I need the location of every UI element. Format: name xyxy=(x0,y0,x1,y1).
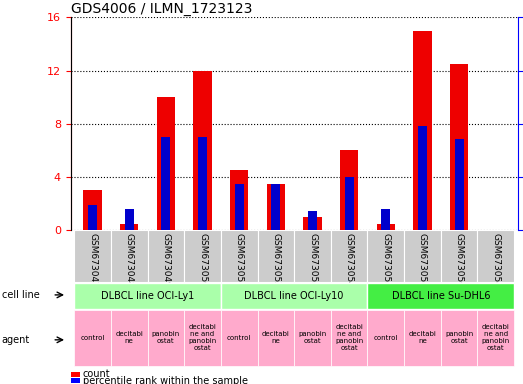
Text: decitabi
ne: decitabi ne xyxy=(262,331,290,344)
Text: GSM673051: GSM673051 xyxy=(235,233,244,288)
Bar xyxy=(294,310,331,366)
Bar xyxy=(413,31,431,230)
Text: panobin
ostat: panobin ostat xyxy=(299,331,327,344)
Bar xyxy=(441,310,477,366)
Bar xyxy=(111,230,147,282)
Bar xyxy=(267,184,285,230)
Text: control: control xyxy=(373,335,398,341)
Text: count: count xyxy=(83,369,110,379)
Text: decitabi
ne: decitabi ne xyxy=(408,331,436,344)
Bar xyxy=(184,230,221,282)
Bar xyxy=(221,283,368,309)
Text: DLBCL line OCI-Ly10: DLBCL line OCI-Ly10 xyxy=(244,291,344,301)
Bar xyxy=(368,310,404,366)
Bar xyxy=(198,137,207,230)
Text: GSM673058: GSM673058 xyxy=(491,233,501,288)
Bar xyxy=(477,310,514,366)
Bar xyxy=(71,378,80,383)
Bar xyxy=(450,64,468,230)
Text: DLBCL line Su-DHL6: DLBCL line Su-DHL6 xyxy=(392,291,490,301)
Text: GSM673047: GSM673047 xyxy=(88,233,97,288)
Bar xyxy=(257,230,294,282)
Bar xyxy=(161,137,170,230)
Text: GSM673049: GSM673049 xyxy=(162,233,170,288)
Bar xyxy=(377,224,395,230)
Text: decitabi
ne and
panobin
ostat: decitabi ne and panobin ostat xyxy=(482,324,510,351)
Text: GSM673056: GSM673056 xyxy=(454,233,463,288)
Bar xyxy=(381,209,390,230)
Text: agent: agent xyxy=(2,335,30,345)
Text: GSM673054: GSM673054 xyxy=(345,233,354,288)
Bar xyxy=(345,177,354,230)
Bar xyxy=(441,230,477,282)
Bar xyxy=(184,310,221,366)
Bar xyxy=(368,283,514,309)
Bar xyxy=(331,230,368,282)
Text: decitabi
ne: decitabi ne xyxy=(115,331,143,344)
Bar xyxy=(111,310,147,366)
Text: panobin
ostat: panobin ostat xyxy=(445,331,473,344)
Bar xyxy=(221,310,257,366)
Bar xyxy=(454,139,464,230)
Bar xyxy=(221,230,257,282)
Bar xyxy=(477,230,514,282)
Bar xyxy=(271,184,280,230)
Bar xyxy=(71,372,80,377)
Bar xyxy=(340,151,358,230)
Bar xyxy=(368,230,404,282)
Bar xyxy=(124,209,134,230)
Bar xyxy=(294,230,331,282)
Bar xyxy=(74,230,111,282)
Bar xyxy=(157,97,175,230)
Text: cell line: cell line xyxy=(2,290,39,300)
Text: GSM673050: GSM673050 xyxy=(198,233,207,288)
Bar xyxy=(147,310,184,366)
Text: GSM673052: GSM673052 xyxy=(271,233,280,288)
Bar xyxy=(74,283,221,309)
Text: GSM673048: GSM673048 xyxy=(125,233,134,288)
Text: control: control xyxy=(81,335,105,341)
Text: GSM673055: GSM673055 xyxy=(381,233,390,288)
Text: GDS4006 / ILMN_1723123: GDS4006 / ILMN_1723123 xyxy=(71,2,252,16)
Bar xyxy=(74,310,111,366)
Bar xyxy=(418,126,427,230)
Text: decitabi
ne and
panobin
ostat: decitabi ne and panobin ostat xyxy=(188,324,217,351)
Bar xyxy=(331,310,368,366)
Bar xyxy=(194,71,212,230)
Text: GSM673053: GSM673053 xyxy=(308,233,317,288)
Text: control: control xyxy=(227,335,252,341)
Bar xyxy=(120,224,139,230)
Bar xyxy=(84,190,102,230)
Bar xyxy=(404,230,441,282)
Bar xyxy=(230,170,248,230)
Text: percentile rank within the sample: percentile rank within the sample xyxy=(83,376,247,384)
Text: DLBCL line OCI-Ly1: DLBCL line OCI-Ly1 xyxy=(101,291,194,301)
Bar xyxy=(308,211,317,230)
Bar xyxy=(88,205,97,230)
Bar xyxy=(235,184,244,230)
Text: panobin
ostat: panobin ostat xyxy=(152,331,180,344)
Text: GSM673057: GSM673057 xyxy=(418,233,427,288)
Bar xyxy=(257,310,294,366)
Text: decitabi
ne and
panobin
ostat: decitabi ne and panobin ostat xyxy=(335,324,363,351)
Bar xyxy=(404,310,441,366)
Bar xyxy=(303,217,322,230)
Bar xyxy=(147,230,184,282)
